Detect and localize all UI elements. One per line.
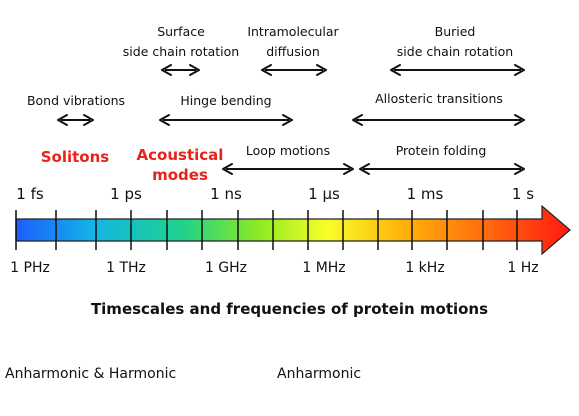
range-arrow [161,64,200,76]
footer-right-label: Anharmonic [277,366,362,382]
process-label-intramolecular: diffusion [266,44,320,59]
time-label: 1 s [512,185,534,203]
time-label: 1 fs [16,185,44,203]
range-arrow [352,114,525,126]
process-label-buried: side chain rotation [397,44,513,59]
time-label: 1 ps [110,185,142,203]
frequency-label: 1 PHz [10,260,50,276]
process-label-intramolecular: Intramolecular [247,24,339,39]
red-label-solitons: Solitons [41,148,110,166]
range-arrow [359,163,525,175]
time-label: 1 ns [210,185,242,203]
range-arrow [222,163,354,175]
process-label-folding: Protein folding [396,143,487,158]
process-label-allosteric: Allosteric transitions [375,91,503,106]
frequency-label: 1 THz [106,260,146,276]
footer-left-label: Anharmonic & Harmonic [5,366,177,382]
process-range-arrows [57,64,525,175]
process-label-loop: Loop motions [246,143,330,158]
range-arrow [261,64,327,76]
frequency-label: 1 kHz [405,260,444,276]
process-label-bond: Bond vibrations [27,93,125,108]
process-labels: Surface side chain rotation Intramolecular… [27,24,513,158]
red-label-acoustical: Acoustical [137,146,224,164]
scale-ticks [15,210,518,250]
range-arrow [57,114,94,126]
diagram-title: Timescales and frequencies of protein mo… [90,300,489,318]
scale-arrow [15,204,571,256]
time-label: 1 µs [308,185,340,203]
frequency-label: 1 MHz [302,260,345,276]
frequency-label: 1 GHz [205,260,247,276]
process-label-hinge: Hinge bending [180,93,271,108]
red-label-acoustical: modes [152,166,208,184]
time-label: 1 ms [407,185,444,203]
red-mode-labels: Solitons Acoustical modes [41,146,224,184]
range-arrow [159,114,293,126]
frequency-label: 1 Hz [507,260,538,276]
time-labels: 1 fs 1 ps 1 ns 1 µs 1 ms 1 s [16,185,534,203]
process-label-surface: side chain rotation [123,44,239,59]
process-label-buried: Buried [435,24,476,39]
frequency-labels: 1 PHz 1 THz 1 GHz 1 MHz 1 kHz 1 Hz [10,260,538,276]
process-label-surface: Surface [157,24,205,39]
range-arrow [390,64,525,76]
